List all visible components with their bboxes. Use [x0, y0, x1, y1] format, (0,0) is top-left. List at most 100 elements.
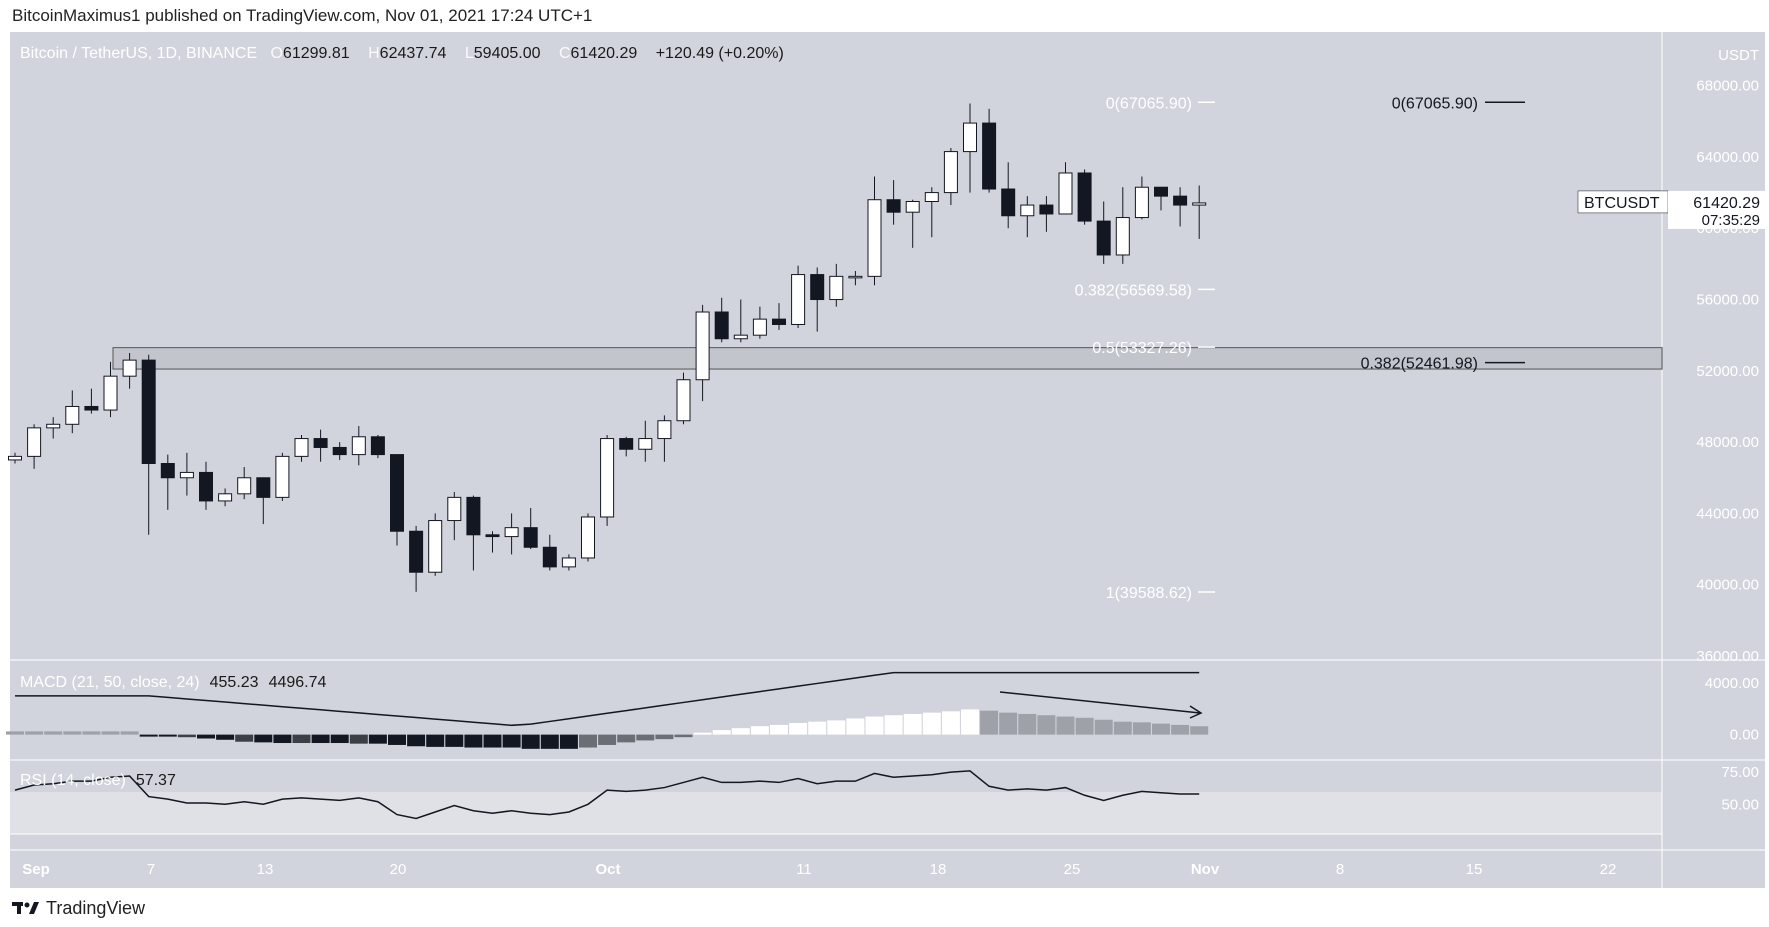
macd-hist-bar — [731, 728, 750, 735]
time-tick-label: Oct — [595, 861, 620, 878]
macd-hist-bar — [158, 734, 177, 737]
macd-hist-bar — [655, 734, 674, 740]
time-tick-label: Nov — [1191, 861, 1220, 878]
tradingview-brand[interactable]: TradingView — [12, 896, 145, 920]
macd-hist-bar — [559, 734, 578, 749]
candle-body — [351, 436, 366, 456]
macd-hist-bar — [216, 734, 235, 740]
macd-hist-bar — [139, 734, 158, 737]
macd-hist-bar — [1132, 722, 1151, 735]
macd-hist-bar — [999, 712, 1018, 735]
macd-hist-bar — [827, 720, 846, 735]
macd-hist-bar — [922, 712, 941, 735]
price-tick-label: 36000.00 — [1696, 648, 1759, 665]
price-tick-label: 56000.00 — [1696, 292, 1759, 309]
time-tick-label: 8 — [1336, 861, 1344, 878]
candle-body — [810, 274, 825, 301]
macd-value-1: 455.23 — [209, 674, 259, 691]
candle-body — [924, 192, 939, 203]
candle-body — [1058, 172, 1073, 215]
time-tick-label: 20 — [390, 861, 407, 878]
price-tick-label: 40000.00 — [1696, 577, 1759, 594]
rsi-band — [10, 792, 1662, 834]
time-tick-label: 15 — [1466, 861, 1483, 878]
close-key: C — [558, 45, 571, 62]
symbol-label: Bitcoin / TetherUS, 1D, BINANCE — [20, 45, 258, 62]
price-tick-label: 44000.00 — [1696, 505, 1759, 522]
candle-body — [256, 477, 271, 498]
macd-hist-bar — [1190, 726, 1209, 735]
fib-level-label: 0(67065.90) — [1106, 95, 1192, 112]
macd-hist-bar — [865, 716, 884, 735]
macd-hist-bar — [789, 722, 808, 735]
macd-tick-label: 0.00 — [1730, 727, 1759, 744]
fib-level-label: 0.382(56569.58) — [1075, 282, 1192, 299]
symbol-tag-label: BTCUSDT — [1584, 195, 1660, 212]
candle-body — [561, 557, 576, 568]
divergence-arrow-line — [999, 691, 1201, 714]
macd-hist-bar — [82, 731, 101, 735]
macd-hist-bar — [808, 721, 827, 735]
fib-right-label: 0.382(52461.98) — [1361, 356, 1478, 373]
candle-body — [676, 379, 691, 422]
price-tick-label: 52000.00 — [1696, 363, 1759, 380]
candle-body — [370, 436, 385, 456]
macd-hist-bar — [311, 734, 330, 744]
price-tick-label: 68000.00 — [1696, 78, 1759, 95]
candle-body — [848, 275, 863, 279]
macd-hist-bar — [540, 734, 559, 749]
low-key: L — [464, 45, 474, 62]
candle-body — [103, 375, 118, 411]
high-key: H — [368, 45, 380, 62]
rsi-line — [14, 770, 1200, 820]
macd-tick-label: 4000.00 — [1705, 675, 1759, 692]
candle-body — [963, 122, 977, 153]
candle-body — [943, 151, 958, 194]
macd-hist-bar — [273, 734, 292, 744]
candle-body — [218, 493, 233, 502]
macd-hist-bar — [712, 730, 731, 735]
candle-body — [1077, 172, 1092, 222]
candle-body — [275, 455, 290, 498]
macd-hist-bar — [1037, 715, 1056, 735]
time-tick-label: Sep — [22, 861, 50, 878]
open-value: 61299.81 — [282, 45, 350, 62]
time-tick-label: 11 — [796, 861, 812, 878]
candle-body — [791, 274, 806, 325]
chart-background — [10, 32, 1765, 888]
macd-hist-bar — [101, 731, 120, 735]
brand-name: TradingView — [46, 897, 146, 918]
rsi-tick-label: 50.00 — [1721, 796, 1759, 813]
macd-hist-bar — [1152, 723, 1170, 735]
macd-hist-bar — [292, 734, 311, 744]
macd-hist-bar — [636, 734, 655, 741]
macd-hist-bar — [674, 734, 693, 738]
macd-label: MACD (21, 50, close, 24) — [20, 674, 200, 691]
ohlc-legend: Bitcoin / TetherUS, 1D, BINANCE O61299.8… — [20, 45, 798, 63]
candle-body — [1096, 220, 1111, 256]
fib-right-label: 0(67065.90) — [1392, 95, 1478, 112]
macd-signal-line — [15, 671, 1200, 727]
candle-body — [772, 318, 786, 325]
candle-body — [199, 471, 213, 502]
macd-hist-bar — [235, 734, 254, 742]
macd-hist-bar — [464, 734, 483, 748]
macd-hist-bar — [579, 734, 597, 748]
macd-hist-bar — [884, 715, 903, 735]
macd-hist-bar — [63, 731, 82, 735]
divergence-arrow-head — [1189, 705, 1203, 719]
candle-body — [485, 534, 500, 538]
candle-body — [84, 405, 99, 411]
tradingview-logo-icon — [12, 902, 39, 914]
countdown-label: 07:35:29 — [1702, 212, 1760, 229]
current-price-label: 61420.29 — [1693, 195, 1760, 212]
candle-body — [638, 438, 653, 450]
price-tag — [1668, 190, 1765, 229]
macd-hist-bar — [254, 734, 273, 743]
candle-body — [65, 405, 80, 425]
change-value: +120.49 (+0.20%) — [655, 45, 784, 62]
macd-hist-bar — [502, 734, 521, 748]
candle-body — [390, 454, 404, 532]
macd-hist-bar — [483, 734, 502, 748]
